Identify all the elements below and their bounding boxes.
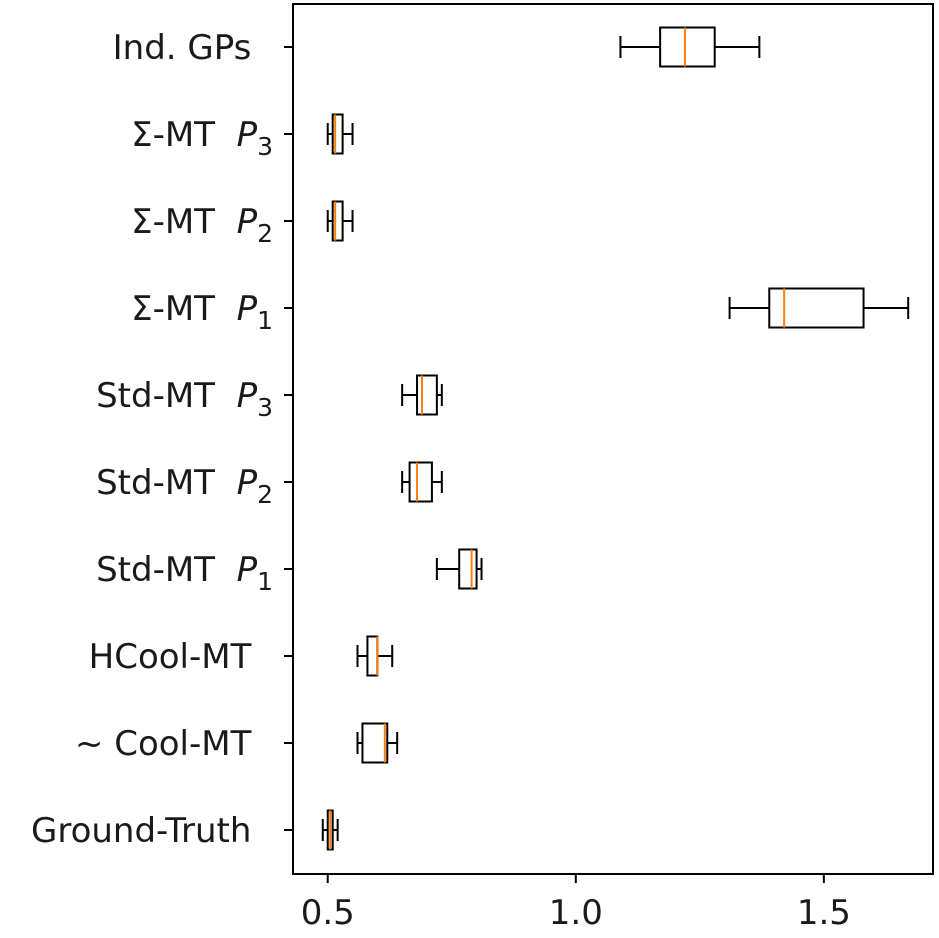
box-sigma-mt-p3	[326, 113, 354, 155]
y-tick-label: Σ-MT P2	[131, 202, 273, 248]
box-std-mt-p1	[435, 548, 483, 590]
iqr-box	[408, 461, 433, 503]
x-tick-label: 0.5	[301, 893, 355, 933]
iqr-box	[331, 113, 344, 155]
iqr-box	[331, 200, 344, 242]
iqr-box	[366, 635, 379, 677]
y-tick-label: Σ-MT P3	[131, 115, 273, 161]
plot-frame	[292, 3, 934, 875]
iqr-box	[768, 287, 865, 329]
y-tick-label: Std-MT P1	[96, 550, 273, 596]
y-axis: Ind. GPs Σ-MT P3 Σ-MT P2 Σ-MT P1 Std-MT P3 S…	[31, 28, 293, 851]
y-tick-label: Std-MT P2	[96, 463, 273, 509]
x-axis: 0.5 1.0 1.5	[301, 874, 851, 933]
x-tick-label: 1.0	[549, 893, 603, 933]
y-tick-label: Ind. GPs	[113, 28, 273, 68]
iqr-box	[361, 722, 389, 764]
y-tick-label: Σ-MT P1	[131, 289, 273, 335]
box-std-mt-p3	[401, 374, 443, 416]
box-ind-gps	[619, 26, 761, 68]
box-std-mt-p2	[401, 461, 443, 503]
box-sigma-mt-p1	[728, 287, 910, 329]
box-sigma-mt-p2	[326, 200, 354, 242]
box-ground-truth	[321, 809, 339, 851]
boxes	[321, 26, 910, 851]
iqr-box	[659, 26, 716, 68]
box-hcool-mt	[356, 635, 394, 677]
y-tick-label: ~ Cool-MT	[75, 724, 273, 764]
y-tick-label: Ground-Truth	[31, 811, 273, 851]
x-tick-label: 1.5	[797, 893, 851, 933]
y-tick-label: HCool-MT	[89, 637, 273, 677]
iqr-box	[416, 374, 438, 416]
y-tick-label: Std-MT P3	[96, 376, 273, 422]
box-cool-mt	[356, 722, 399, 764]
iqr-box	[458, 548, 478, 590]
